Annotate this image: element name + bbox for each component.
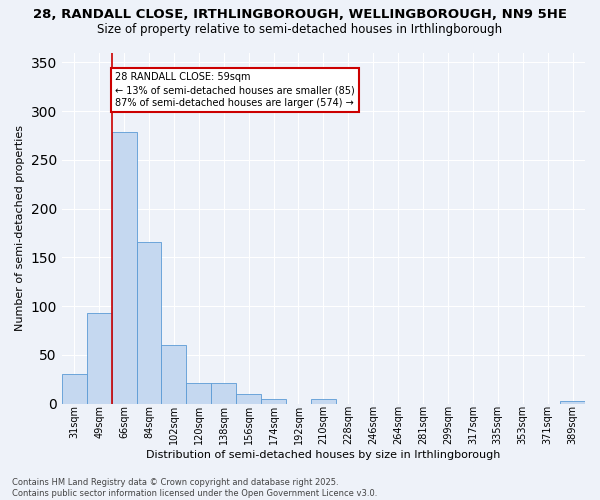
Text: Size of property relative to semi-detached houses in Irthlingborough: Size of property relative to semi-detach… <box>97 22 503 36</box>
Bar <box>187 383 211 404</box>
Y-axis label: Number of semi-detached properties: Number of semi-detached properties <box>15 125 25 331</box>
Bar <box>62 374 87 404</box>
Bar <box>211 383 236 404</box>
Bar <box>137 242 161 404</box>
X-axis label: Distribution of semi-detached houses by size in Irthlingborough: Distribution of semi-detached houses by … <box>146 450 500 460</box>
Bar <box>112 132 137 404</box>
Text: 28, RANDALL CLOSE, IRTHLINGBOROUGH, WELLINGBOROUGH, NN9 5HE: 28, RANDALL CLOSE, IRTHLINGBOROUGH, WELL… <box>33 8 567 20</box>
Text: 28 RANDALL CLOSE: 59sqm
← 13% of semi-detached houses are smaller (85)
87% of se: 28 RANDALL CLOSE: 59sqm ← 13% of semi-de… <box>115 72 355 108</box>
Bar <box>560 401 585 404</box>
Bar <box>311 399 336 404</box>
Bar <box>161 345 187 404</box>
Bar <box>87 313 112 404</box>
Text: Contains HM Land Registry data © Crown copyright and database right 2025.
Contai: Contains HM Land Registry data © Crown c… <box>12 478 377 498</box>
Bar <box>236 394 261 404</box>
Bar <box>261 399 286 404</box>
